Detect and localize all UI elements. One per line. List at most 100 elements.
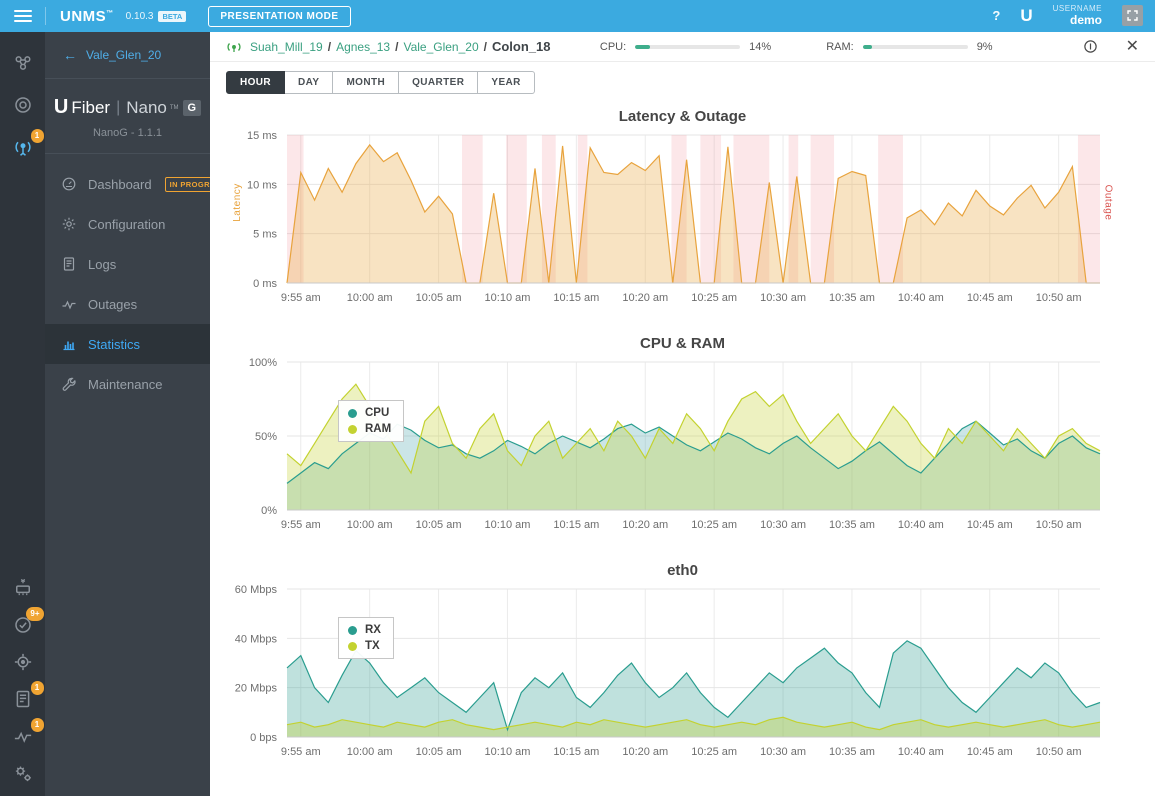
legend-item-tx[interactable]: TX (348, 640, 381, 652)
breadcrumb-link-endpoint[interactable]: Vale_Glen_20 (403, 39, 479, 54)
svg-text:10:45 am: 10:45 am (967, 292, 1013, 304)
device-info-button[interactable] (1083, 39, 1098, 54)
svg-text:10:35 am: 10:35 am (829, 519, 875, 531)
sidebar-item-logs[interactable]: Logs (45, 244, 210, 284)
cpu-ram-chart: CPU RAM 100% 50% 0% 9:55 am 10:00 am 10:05 am… (210, 352, 1155, 540)
fullscreen-button[interactable] (1122, 5, 1143, 27)
eth0-plot: 60 Mbps 40 Mbps 20 Mbps 0 bps 9:55 am 10:00 a… (235, 584, 1101, 758)
eth0-legend: RX TX (338, 617, 394, 659)
sidebar-item-statistics[interactable]: Statistics (45, 324, 210, 364)
statistics-bars-icon (63, 341, 75, 351)
sites-icon (14, 56, 31, 70)
rail-item-discovery[interactable] (12, 651, 34, 673)
outages-badge: 1 (30, 718, 44, 732)
outages-pulse-icon (62, 300, 76, 310)
rail-item-settings[interactable] (12, 762, 34, 784)
logs-doc-icon (63, 257, 75, 271)
svg-text:9:55 am: 9:55 am (281, 746, 321, 758)
tab-year[interactable]: YEAR (478, 71, 535, 94)
topbar-divider (45, 7, 46, 25)
presentation-mode-button[interactable]: PRESENTATION MODE (208, 5, 351, 27)
svg-text:10:15 am: 10:15 am (553, 519, 599, 531)
svg-text:10:50 am: 10:50 am (1036, 746, 1082, 758)
settings-gears-icon (15, 766, 31, 782)
cpu-value: 14% (749, 40, 772, 53)
close-device-panel-button[interactable]: ✕ (1125, 37, 1139, 55)
device-header: Suah_Mill_19 / Agnes_13 / Vale_Glen_20 /… (210, 32, 1155, 62)
device-menu: Dashboard IN PROGRESS Configuration Logs… (45, 154, 232, 404)
hamburger-menu-icon[interactable] (0, 10, 45, 22)
svg-text:10:10 am: 10:10 am (485, 519, 531, 531)
cpu-ram-chart-title: CPU & RAM (640, 335, 725, 352)
tab-day[interactable]: DAY (285, 71, 334, 94)
legend-item-rx[interactable]: RX (348, 624, 381, 636)
eth0-chart: RX TX 60 Mbps 40 Mbps 20 Mbps 0 bps 9:55 am 1… (210, 579, 1155, 767)
rail-item-sites[interactable] (12, 52, 34, 74)
svg-text:10:20 am: 10:20 am (622, 292, 668, 304)
rail-item-firmware[interactable] (12, 577, 34, 599)
breadcrumb-link-subsite[interactable]: Agnes_13 (336, 39, 391, 54)
logs-badge: 1 (30, 681, 44, 695)
sidebar-item-outages[interactable]: Outages (45, 284, 210, 324)
breadcrumb-separator: / (395, 39, 399, 54)
ram-progress-track (862, 44, 968, 49)
ubiquiti-logo-icon[interactable]: U (1020, 5, 1033, 25)
svg-text:0 bps: 0 bps (250, 732, 277, 744)
tx-legend-dot (348, 641, 357, 651)
rail-item-tasks[interactable]: 9+ (12, 607, 44, 636)
ram-legend-label: RAM (365, 423, 392, 435)
breadcrumb-separator: / (483, 39, 487, 54)
sidebar-item-label: Dashboard (88, 176, 152, 192)
tx-legend-label: TX (365, 640, 380, 652)
cpu-label: CPU: (599, 40, 627, 53)
sidebar-item-dashboard[interactable]: Dashboard IN PROGRESS (45, 164, 232, 204)
rail-item-devices[interactable] (12, 94, 34, 116)
cpu-legend-label: CPU (365, 407, 390, 419)
rail-item-wireless[interactable]: 1 (12, 129, 44, 158)
beta-badge: BETA (158, 10, 187, 22)
breadcrumb-link-site[interactable]: Suah_Mill_19 (250, 39, 323, 54)
legend-item-ram[interactable]: RAM (348, 423, 391, 435)
tab-hour[interactable]: HOUR (226, 71, 286, 94)
svg-text:10:30 am: 10:30 am (760, 292, 806, 304)
tab-month[interactable]: MONTH (333, 71, 400, 94)
breadcrumb-separator: / (327, 39, 332, 54)
svg-text:100%: 100% (249, 357, 277, 369)
svg-text:9:55 am: 9:55 am (281, 519, 321, 531)
svg-text:10:45 am: 10:45 am (967, 519, 1013, 531)
version-text: 0.10.3 BETA (126, 10, 187, 22)
antenna-status-icon (227, 42, 241, 52)
legend-item-cpu[interactable]: CPU (348, 407, 391, 419)
rail-item-logs[interactable]: 1 (12, 681, 44, 710)
tab-quarter[interactable]: QUARTER (399, 71, 479, 94)
back-arrow-icon: ← (63, 47, 77, 63)
svg-text:10 ms: 10 ms (247, 179, 277, 191)
sidebar-item-configuration[interactable]: Configuration (45, 204, 210, 244)
latency-outage-plot: 15 ms 10 ms 5 ms 0 ms 9:55 am 10:00 am 10:05 a… (247, 130, 1100, 304)
cpu-legend-dot (348, 408, 357, 418)
breadcrumb-current-device: Colon_18 (491, 39, 551, 54)
svg-text:10:40 am: 10:40 am (898, 519, 944, 531)
latency-outage-chart-title: Latency & Outage (618, 108, 747, 125)
svg-text:10:25 am: 10:25 am (691, 519, 737, 531)
back-to-site-link[interactable]: ← Vale_Glen_20 (45, 32, 210, 78)
help-icon[interactable]: ? (992, 8, 1001, 24)
svg-text:0%: 0% (261, 505, 277, 517)
svg-text:10:40 am: 10:40 am (898, 746, 944, 758)
main-content: Suah_Mill_19 / Agnes_13 / Vale_Glen_20 /… (210, 32, 1155, 796)
top-bar: UNMS™ 0.10.3 BETA PRESENTATION MODE ? U … (0, 0, 1155, 32)
svg-text:10:45 am: 10:45 am (967, 746, 1013, 758)
dashboard-icon (62, 177, 76, 191)
sidebar-item-maintenance[interactable]: Maintenance (45, 364, 210, 404)
outages-icon (14, 731, 31, 743)
rail-item-outages[interactable]: 1 (12, 718, 44, 747)
user-menu[interactable]: USERNAME demo (1053, 4, 1102, 27)
svg-text:9:55 am: 9:55 am (281, 292, 321, 304)
ram-label: RAM: (826, 40, 854, 53)
wireless-badge: 1 (30, 129, 44, 143)
svg-text:10:30 am: 10:30 am (760, 746, 806, 758)
rx-legend-label: RX (365, 624, 381, 636)
svg-text:10:50 am: 10:50 am (1036, 519, 1082, 531)
svg-text:0 ms: 0 ms (253, 278, 277, 290)
